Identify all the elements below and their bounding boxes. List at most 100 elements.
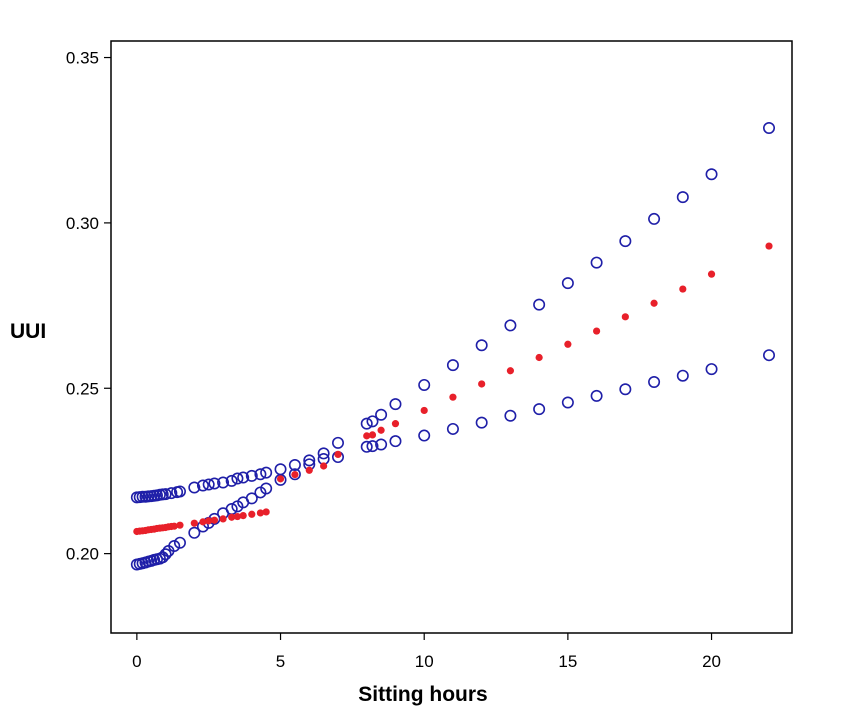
- open-data-point: [173, 485, 186, 498]
- filled-data-point: [262, 508, 270, 516]
- open-data-point: [676, 191, 689, 204]
- open-data-point: [375, 408, 388, 421]
- open-data-point: [165, 487, 178, 500]
- filled-data-point: [621, 313, 629, 321]
- plot-frame: [110, 40, 793, 634]
- filled-data-point: [679, 285, 687, 293]
- y-tick-label: 0.35: [66, 49, 99, 68]
- open-data-point: [274, 473, 287, 486]
- open-data-point: [168, 540, 181, 553]
- filled-data-point: [420, 406, 428, 415]
- filled-data-point: [564, 340, 572, 348]
- filled-data-point: [248, 510, 256, 518]
- open-data-point: [331, 436, 344, 449]
- open-data-point: [763, 121, 776, 134]
- x-tick-label: 5: [276, 652, 285, 671]
- y-axis-title: UUI: [10, 320, 46, 343]
- filled-data-point: [291, 470, 299, 479]
- filled-data-point: [650, 299, 658, 307]
- open-data-point: [418, 429, 431, 442]
- filled-data-point: [205, 517, 213, 525]
- y-tick-label: 0.30: [66, 214, 99, 233]
- open-data-point: [648, 212, 661, 225]
- open-data-point: [676, 369, 689, 382]
- open-data-point: [159, 548, 172, 561]
- filled-data-point: [190, 519, 198, 527]
- filled-data-point: [707, 270, 716, 278]
- x-tick-label: 10: [415, 652, 434, 671]
- filled-data-point: [391, 420, 400, 428]
- open-data-point: [389, 435, 402, 448]
- y-tick-label: 0.20: [66, 545, 99, 564]
- data-points: [130, 121, 776, 571]
- open-data-point: [504, 409, 517, 422]
- open-data-point: [202, 478, 215, 491]
- open-data-point: [196, 479, 209, 492]
- open-data-point: [260, 466, 273, 479]
- open-data-point: [446, 359, 459, 372]
- filled-data-point: [478, 380, 486, 388]
- open-data-point: [208, 477, 221, 490]
- open-data-point: [366, 440, 379, 453]
- open-data-point: [188, 481, 201, 494]
- open-data-point: [475, 416, 488, 429]
- open-data-point: [317, 447, 330, 460]
- filled-data-point: [368, 431, 377, 439]
- filled-data-point: [305, 466, 313, 474]
- open-data-point: [254, 468, 267, 481]
- open-data-point: [619, 235, 632, 248]
- filled-data-point: [239, 511, 247, 520]
- x-tick-label: 0: [132, 652, 141, 671]
- filled-data-point: [233, 512, 242, 521]
- open-data-point: [188, 526, 201, 539]
- filled-data-point: [199, 518, 207, 526]
- filled-data-point: [320, 462, 328, 470]
- axis-ticks: 0 5 10 15 20 0.20 0.25 0.30 0.35: [66, 49, 721, 671]
- open-data-point: [245, 492, 258, 505]
- open-data-point: [590, 389, 603, 402]
- open-data-point: [561, 277, 574, 290]
- open-data-point: [288, 458, 301, 471]
- open-data-point: [360, 417, 373, 430]
- open-data-point: [288, 468, 301, 481]
- filled-data-point: [210, 516, 219, 524]
- open-data-point: [446, 422, 459, 435]
- open-data-point: [475, 339, 488, 352]
- filled-data-point: [219, 515, 227, 523]
- open-data-point: [237, 471, 250, 484]
- filled-data-point: [228, 513, 236, 521]
- open-data-point: [533, 403, 546, 416]
- open-data-point: [533, 298, 546, 311]
- y-tick-label: 0.25: [66, 379, 99, 398]
- filled-data-point: [377, 426, 385, 434]
- filled-data-point: [535, 353, 543, 362]
- open-data-point: [245, 469, 258, 482]
- open-data-point: [225, 474, 238, 487]
- open-data-point: [705, 363, 718, 376]
- open-data-point: [590, 256, 603, 269]
- open-data-point: [418, 378, 431, 391]
- filled-data-point: [593, 327, 601, 335]
- x-tick-label: 15: [558, 652, 577, 671]
- filled-data-point: [256, 509, 265, 517]
- x-tick-label: 20: [702, 652, 721, 671]
- filled-data-point: [363, 432, 371, 440]
- open-data-point: [763, 349, 776, 362]
- open-data-point: [619, 383, 632, 396]
- open-data-point: [360, 440, 373, 453]
- open-data-point: [648, 375, 661, 388]
- filled-data-point: [449, 393, 457, 401]
- filled-data-point: [176, 521, 184, 529]
- x-axis-title: Sitting hours: [358, 683, 488, 706]
- open-data-point: [366, 415, 379, 428]
- filled-data-point: [334, 450, 342, 459]
- open-data-point: [303, 454, 316, 467]
- filled-data-point: [170, 522, 178, 530]
- filled-data-point: [765, 242, 773, 250]
- filled-data-point: [276, 475, 285, 483]
- filled-data-point: [506, 367, 515, 375]
- open-data-point: [217, 476, 230, 489]
- open-data-point: [375, 438, 388, 451]
- open-data-point: [173, 536, 186, 549]
